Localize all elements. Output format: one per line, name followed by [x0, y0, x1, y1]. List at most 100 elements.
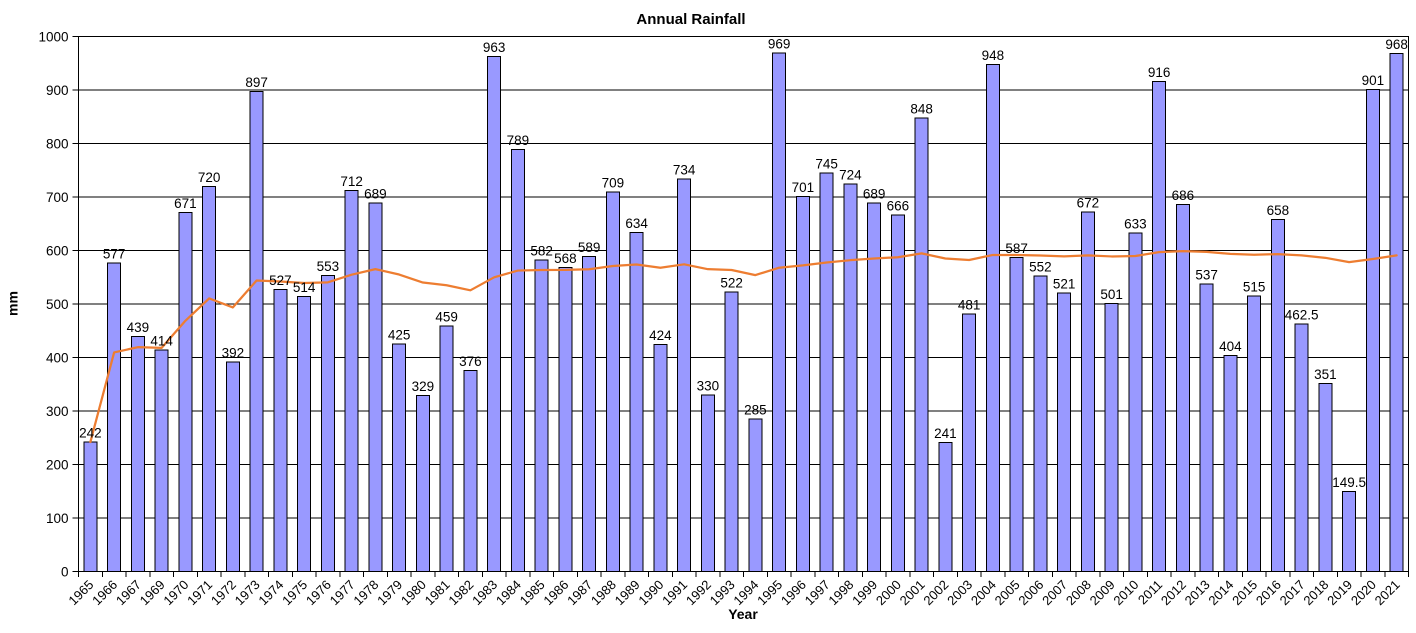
chart-title: Annual Rainfall — [636, 11, 746, 28]
bar-value-label: 577 — [103, 246, 126, 261]
x-tick-label: 1996 — [778, 577, 809, 608]
y-tick-label: 100 — [46, 511, 69, 526]
bar — [772, 52, 787, 572]
x-tick-label: 1977 — [327, 577, 358, 608]
bar-value-label: 376 — [459, 354, 482, 369]
bar — [368, 202, 383, 572]
x-tick-label: 2020 — [1348, 577, 1379, 608]
bar — [962, 313, 977, 572]
x-tick-label: 2000 — [873, 577, 904, 608]
bar-value-label: 587 — [1005, 241, 1028, 256]
x-tick-label: 2017 — [1277, 577, 1308, 608]
x-tick-label: 1991 — [659, 577, 690, 608]
bar — [83, 441, 98, 572]
x-tick-label: 2003 — [944, 577, 975, 608]
x-tick-label: 1980 — [398, 577, 429, 608]
bar-value-label: 568 — [554, 251, 577, 266]
x-tick-label: 2011 — [1135, 577, 1165, 607]
bar — [700, 394, 715, 573]
bar-value-label: 149.5 — [1332, 475, 1366, 490]
y-tick-label: 200 — [46, 457, 69, 472]
bar-value-label: 671 — [174, 196, 197, 211]
bar — [202, 185, 217, 573]
bar — [1152, 80, 1167, 572]
bar — [629, 231, 644, 572]
bar-value-label: 425 — [388, 328, 411, 343]
bar-value-label: 521 — [1053, 276, 1076, 291]
x-tick-label: 2019 — [1324, 577, 1355, 608]
y-tick-label: 0 — [61, 564, 69, 579]
x-tick-label: 1972 — [208, 577, 239, 608]
bar — [439, 325, 454, 572]
x-tick-label: 2008 — [1063, 577, 1094, 608]
x-tick-label: 1982 — [445, 577, 476, 608]
bar — [534, 259, 549, 572]
bar — [1009, 256, 1024, 572]
bar-value-label: 501 — [1100, 287, 1123, 302]
bar — [1223, 354, 1238, 572]
bar — [392, 343, 407, 572]
x-tick-label: 1965 — [65, 577, 96, 608]
x-tick-label: 1993 — [707, 577, 738, 608]
x-tick-label: 1995 — [754, 577, 785, 608]
bar-value-label: 701 — [792, 180, 815, 195]
bar-value-label: 514 — [293, 280, 316, 295]
bar-value-label: 709 — [602, 176, 625, 191]
x-tick-label: 2014 — [1205, 577, 1236, 608]
bar — [178, 212, 193, 572]
x-tick-label: 1989 — [612, 577, 643, 608]
bar — [463, 369, 478, 572]
bar-value-label: 948 — [982, 48, 1005, 63]
x-tick-label: 1974 — [255, 577, 286, 608]
bar — [558, 267, 573, 572]
y-tick-label: 900 — [46, 83, 69, 98]
x-tick-label: 1973 — [232, 577, 263, 608]
bar — [1294, 323, 1309, 572]
bar — [273, 289, 288, 572]
x-tick-label: 2009 — [1087, 577, 1118, 608]
bar-value-label: 848 — [910, 101, 933, 116]
bar — [748, 418, 763, 572]
bar-value-label: 424 — [649, 328, 672, 343]
bar-value-label: 241 — [934, 426, 957, 441]
bar-value-label: 414 — [150, 334, 173, 349]
y-tick-label: 800 — [46, 136, 69, 151]
bar-value-label: 462.5 — [1285, 308, 1319, 323]
x-tick-label: 2002 — [920, 577, 951, 608]
bar — [914, 117, 929, 572]
bar-value-label: 734 — [673, 162, 696, 177]
x-tick-label: 1967 — [113, 577, 144, 608]
x-tick-label: 2006 — [1015, 577, 1046, 608]
bar — [1365, 88, 1380, 572]
x-tick-label: 2001 — [897, 577, 928, 608]
bar-value-label: 897 — [245, 75, 268, 90]
x-tick-label: 1988 — [588, 577, 619, 608]
x-tick-label: 1970 — [160, 577, 191, 608]
bar-value-label: 689 — [863, 186, 886, 201]
bar-value-label: 552 — [1029, 260, 1052, 275]
bar-value-label: 392 — [222, 345, 245, 360]
x-tick-label: 1985 — [517, 577, 548, 608]
bar — [677, 178, 692, 572]
y-tick-label: 400 — [46, 350, 69, 365]
bar — [1175, 203, 1190, 573]
bar-value-label: 553 — [317, 259, 340, 274]
bar — [1247, 295, 1262, 572]
bar-value-label: 589 — [578, 240, 601, 255]
bar-value-label: 459 — [435, 309, 458, 324]
bar-value-label: 404 — [1219, 339, 1242, 354]
bar-value-label: 633 — [1124, 216, 1147, 231]
x-axis-title: Year — [728, 606, 758, 622]
x-tick-label: 1999 — [849, 577, 880, 608]
bar-value-label: 527 — [269, 273, 292, 288]
bar-value-label: 689 — [364, 186, 387, 201]
bar — [795, 195, 810, 572]
bar — [1270, 218, 1285, 572]
bar-value-label: 666 — [887, 199, 910, 214]
bar-value-label: 658 — [1267, 203, 1290, 218]
bar — [890, 214, 905, 572]
bar — [1128, 232, 1143, 572]
x-tick-label: 1987 — [564, 577, 595, 608]
bar-value-label: 515 — [1243, 279, 1266, 294]
bar-value-label: 968 — [1385, 37, 1408, 52]
